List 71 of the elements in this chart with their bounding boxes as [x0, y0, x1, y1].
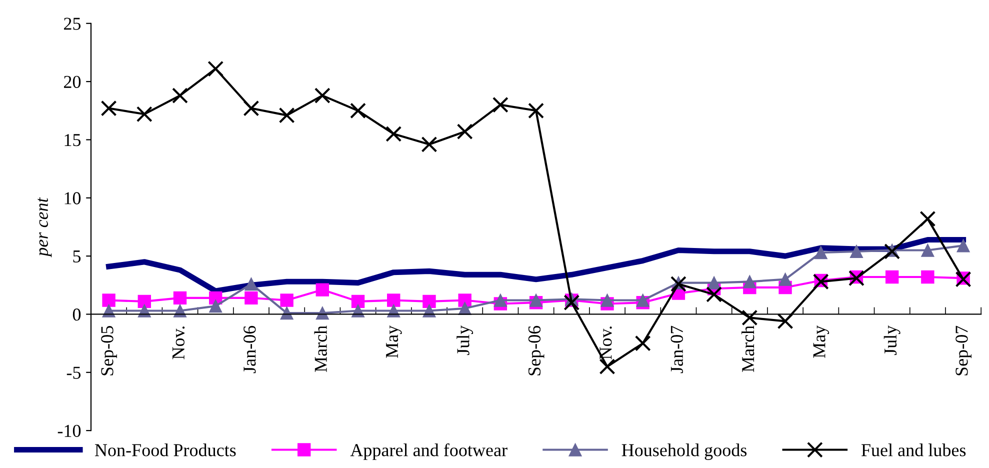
point [956, 238, 970, 252]
point [600, 294, 614, 307]
point [529, 294, 543, 307]
point [707, 276, 721, 290]
point [456, 124, 473, 140]
point [492, 96, 508, 113]
y-tick-label: 10 [64, 192, 81, 204]
legend-label: Apparel and footwear [350, 443, 508, 460]
point [814, 246, 828, 260]
point [280, 294, 294, 307]
x-tick-label: Sep-07 [956, 326, 972, 376]
point [777, 313, 794, 330]
point [599, 358, 616, 375]
point [243, 100, 260, 116]
y-tick-label: -10 [58, 424, 81, 437]
legend-label: Fuel and lubes [861, 444, 966, 456]
y-tick-label: 15 [64, 134, 81, 146]
y-tick-label: 20 [64, 76, 81, 88]
point [138, 294, 151, 308]
x-tick-label: July [456, 325, 474, 356]
legend-label: Household goods [622, 444, 747, 460]
x-tick-label: Jan-07 [670, 326, 683, 374]
point [387, 294, 400, 307]
point [850, 244, 864, 258]
x-tick-label: March [314, 326, 327, 372]
point [494, 294, 508, 307]
point [172, 88, 188, 104]
point [136, 106, 152, 122]
point [742, 310, 758, 326]
x-tick-label: Sep-06 [528, 326, 544, 376]
point [102, 294, 116, 307]
point [564, 294, 580, 311]
x-tick-label: July [884, 325, 900, 356]
point [244, 291, 258, 305]
point [316, 283, 330, 296]
legend-label: Non-Food Products [94, 444, 236, 456]
point [636, 294, 650, 307]
point [386, 126, 402, 142]
point [208, 60, 224, 77]
point [778, 272, 792, 286]
point [350, 102, 366, 119]
point [314, 88, 330, 104]
x-tick-label: May [386, 325, 402, 358]
point [458, 294, 472, 307]
point [743, 275, 756, 288]
point [885, 270, 899, 284]
point [528, 102, 544, 119]
point [244, 277, 258, 291]
point [422, 294, 436, 308]
point [634, 335, 651, 352]
point [920, 210, 936, 227]
point [921, 270, 934, 284]
point [706, 286, 722, 302]
x-tick-label: March [741, 326, 754, 372]
y-tick-label: 0 [72, 308, 81, 321]
point [278, 107, 295, 124]
x-tick-label: Nov. [600, 326, 612, 360]
point [100, 100, 117, 116]
y-tick-label: -5 [66, 366, 81, 379]
point [173, 291, 187, 305]
y-tick-label: 25 [64, 18, 81, 30]
x-tick-label: Jan-06 [244, 326, 256, 374]
x-tick-label: Nov. [172, 326, 185, 360]
y-axis-title: per cent [38, 197, 52, 258]
point [421, 136, 438, 152]
point [921, 244, 934, 257]
y-tick-label: 5 [73, 250, 81, 263]
x-tick-label: Sep-05 [101, 326, 117, 376]
point [351, 294, 365, 308]
x-tick-label: May [813, 325, 830, 358]
point [209, 299, 222, 313]
